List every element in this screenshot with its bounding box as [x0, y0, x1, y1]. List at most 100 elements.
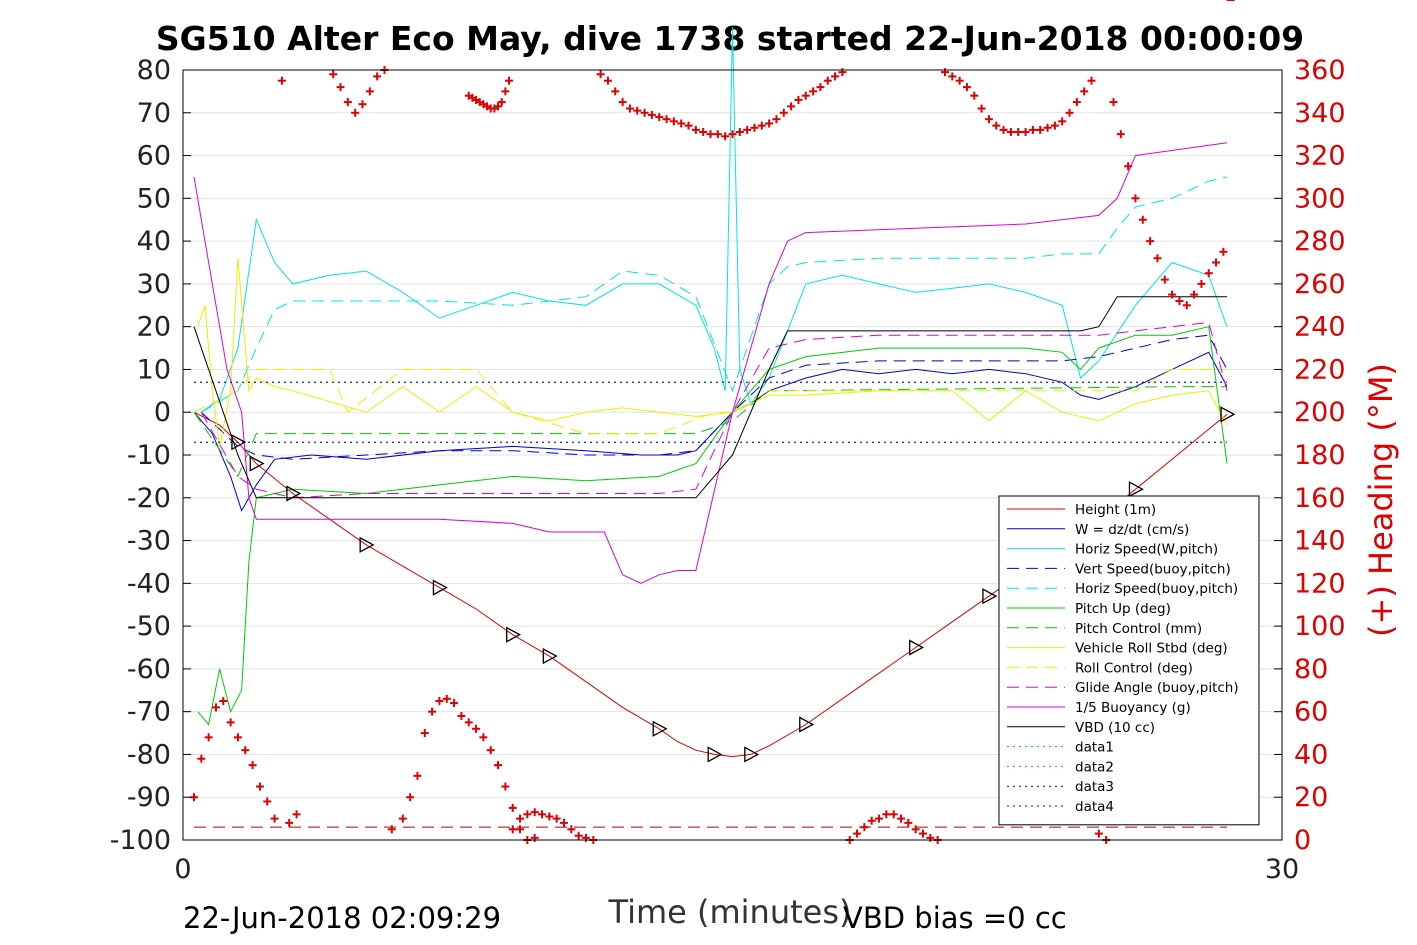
- heading-point: [999, 125, 1008, 134]
- legend-label: W = dz/dt (cm/s): [1075, 522, 1189, 538]
- legend-label: Vehicle Roll Stbd (deg): [1075, 641, 1228, 657]
- heading-point: [505, 76, 514, 85]
- height-marker: [744, 746, 760, 763]
- heading-point: [1065, 108, 1074, 117]
- heading-point: [457, 711, 466, 720]
- y-tick-label: -40: [127, 568, 171, 599]
- heading-point: [940, 68, 949, 77]
- y-tick-label: -100: [110, 825, 171, 856]
- heading-point: [1087, 76, 1096, 85]
- heading-point: [765, 119, 774, 128]
- heading-point: [611, 87, 620, 96]
- heading-point: [831, 72, 840, 81]
- heading-point: [1094, 829, 1103, 838]
- heading-point: [1182, 301, 1191, 310]
- heading-point: [962, 83, 971, 92]
- heading-point: [398, 814, 407, 823]
- heading-point: [435, 696, 444, 705]
- heading-point: [647, 110, 656, 119]
- heading-point: [1175, 297, 1184, 305]
- heading-point: [926, 833, 935, 842]
- heading-point: [743, 125, 752, 134]
- heading-point: [904, 818, 913, 827]
- heading-point: [684, 121, 693, 130]
- height-marker: [799, 716, 815, 733]
- y2-tick-label: 340: [1294, 98, 1346, 129]
- heading-point: [1197, 279, 1206, 288]
- heading-point: [270, 814, 279, 823]
- legend-label: 1/5 Buoyancy (g): [1075, 700, 1191, 716]
- heading-point: [721, 132, 730, 141]
- y2-tick-label: 80: [1294, 654, 1328, 685]
- heading-point: [1006, 128, 1015, 137]
- legend-label: data4: [1075, 799, 1114, 815]
- heading-point: [948, 72, 957, 81]
- legend-label: data3: [1075, 779, 1114, 795]
- heading-point: [343, 98, 352, 107]
- heading-point: [823, 76, 832, 85]
- legend-label: Horiz Speed(buoy,pitch): [1075, 581, 1238, 597]
- heading-point: [1212, 258, 1221, 267]
- series-line-8: [193, 368, 1227, 435]
- heading-point: [1168, 290, 1177, 299]
- heading-point: [875, 814, 884, 823]
- heading-point: [479, 733, 488, 742]
- series-line-1: [193, 351, 1228, 512]
- height-marker: [231, 434, 247, 451]
- heading-point: [567, 825, 576, 834]
- x-tick-label: 0: [174, 854, 191, 885]
- heading-point: [204, 733, 213, 742]
- heading-point: [728, 130, 737, 139]
- heading-point: [1021, 128, 1030, 137]
- legend-box: [998, 495, 1260, 826]
- heading-point: [757, 121, 766, 130]
- heading-point: [420, 729, 429, 738]
- heading-point: [816, 83, 825, 92]
- footer-timestamp: 22-Jun-2018 02:09:29: [183, 901, 501, 935]
- heading-point: [1146, 237, 1155, 246]
- heading-point: [277, 76, 286, 85]
- y-tick-label: -60: [127, 654, 171, 685]
- y2-tick-label: 0: [1294, 825, 1311, 856]
- y-tick-label: 20: [137, 312, 171, 343]
- heading-point: [442, 694, 451, 703]
- y2-tick-label: 120: [1294, 568, 1346, 599]
- legend-label: data2: [1075, 759, 1114, 775]
- heading-point: [809, 87, 818, 96]
- heading-point: [530, 808, 539, 817]
- height-marker: [432, 579, 448, 596]
- y2-tick-label: 100: [1294, 611, 1346, 642]
- y2-tick-label: 360: [1294, 55, 1346, 86]
- heading-point: [970, 91, 979, 100]
- heading-point: [603, 76, 612, 85]
- heading-point: [655, 113, 664, 122]
- heading-point: [1190, 290, 1199, 299]
- y-axis-left-ticks: 80 70 60 50 40 30 20 10 0 -10 -20 -30 -40 -50 -60 -70 -8…: [110, 55, 191, 856]
- heading-point: [1072, 98, 1081, 107]
- heading-point: [1014, 128, 1023, 137]
- y-tick-label: -10: [127, 440, 171, 471]
- heading-point: [801, 91, 810, 100]
- heading-point: [633, 106, 642, 115]
- heading-point: [1050, 121, 1059, 130]
- triangle-markers: [231, 406, 1236, 763]
- y2-axis-label: (+) Heading (°M): [1362, 363, 1400, 637]
- heading-point: [677, 119, 686, 128]
- y2-tick-label: 220: [1294, 354, 1346, 385]
- heading-point: [860, 823, 869, 832]
- heading-point: [486, 746, 495, 755]
- heading-point: [523, 810, 532, 819]
- heading-point: [406, 793, 415, 802]
- heading-point: [1219, 247, 1228, 256]
- heading-point: [977, 104, 986, 113]
- heading-point: [1160, 275, 1169, 284]
- chart-title: SG510 Alter Eco May, dive 1738 started 2…: [156, 19, 1304, 58]
- heading-point: [365, 87, 374, 96]
- heading-point: [545, 812, 554, 821]
- y-tick-label: -20: [127, 483, 171, 514]
- series-line-10: [193, 142, 1228, 584]
- series-line-3: [200, 334, 1228, 460]
- y-tick-label: 10: [137, 354, 171, 385]
- heading-point: [1116, 130, 1125, 139]
- heading-point: [501, 782, 510, 791]
